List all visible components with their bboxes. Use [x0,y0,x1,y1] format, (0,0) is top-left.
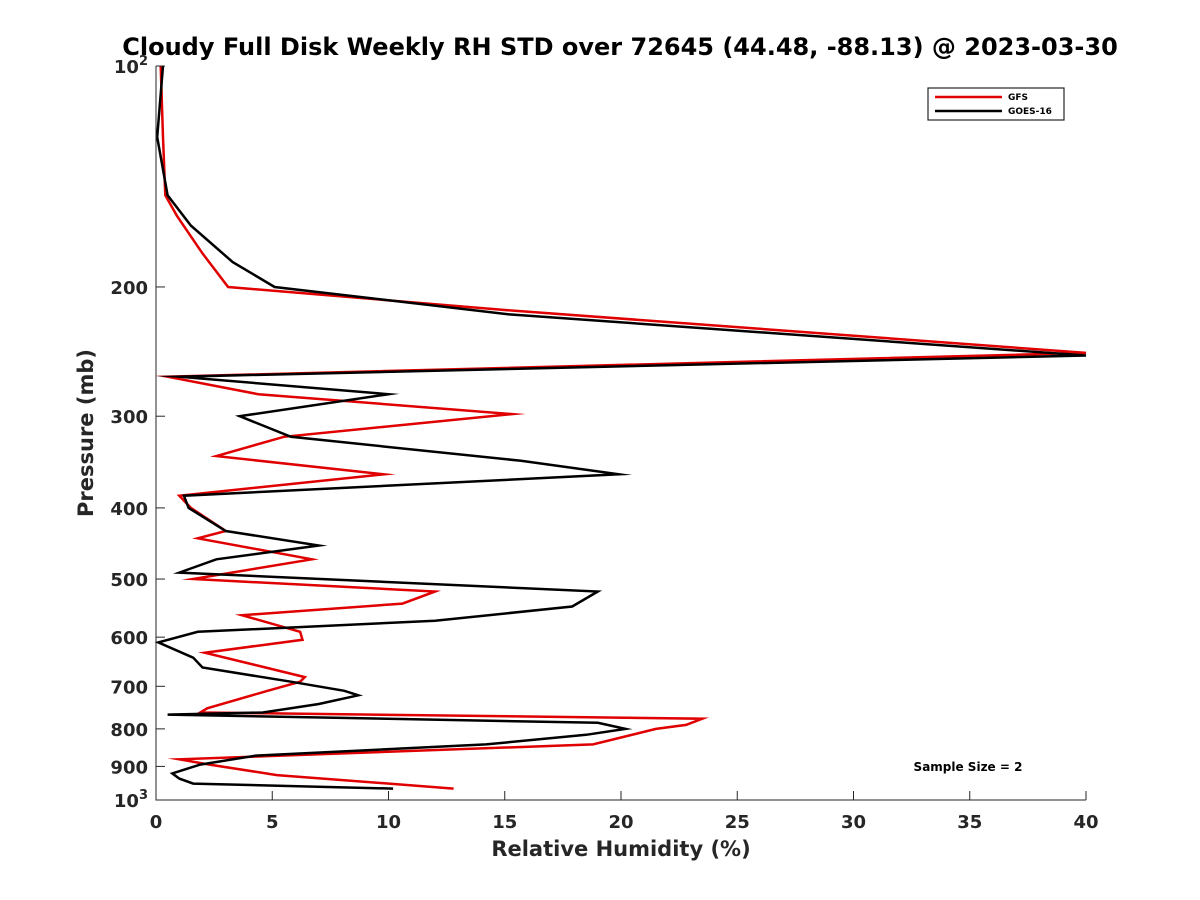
y-tick-label: 200 [110,278,148,299]
sample-size-annotation: Sample Size = 2 [914,760,1023,774]
x-tick-label: 0 [150,812,163,833]
y-tick-label: 700 [110,677,148,698]
x-tick-label: 30 [841,812,866,833]
axes-frame [155,66,1086,801]
x-tick-label: 35 [957,812,982,833]
legend-label-gfs: GFS [1008,93,1028,103]
y-tick-label: 400 [110,499,148,520]
y-tick-label: 300 [110,407,148,428]
y-tick-label: 500 [110,570,148,591]
legend: GFS GOES-16 [927,87,1065,121]
y-axis-label: Pressure (mb) [74,349,98,517]
x-tick-label: 25 [725,812,750,833]
x-tick-label: 40 [1073,812,1098,833]
x-tick-label: 5 [266,812,279,833]
y-tick-label: 102 [114,54,148,78]
x-tick-label: 10 [376,812,401,833]
plot-area [154,65,1087,801]
x-tick-label: 15 [492,812,517,833]
chart-title: Cloudy Full Disk Weekly RH STD over 7264… [122,33,1118,61]
legend-label-goes-16: GOES-16 [1008,107,1052,117]
series-lines [154,65,1087,790]
series-line-goes-16 [154,65,1087,790]
y-tick-label: 800 [110,720,148,741]
y-tick-label: 900 [110,757,148,778]
x-axis: 0 5 10 15 20 25 30 35 40 [150,791,1099,833]
y-tick-label: 600 [110,628,148,649]
y-tick-label: 103 [114,788,148,812]
x-axis-label: Relative Humidity (%) [491,837,750,861]
x-tick-label: 20 [608,812,633,833]
y-axis: 102 200 300 400 500 600 700 800 900 103 [110,54,165,812]
series-line-gfs [156,65,1087,790]
legend-box [927,87,1065,121]
